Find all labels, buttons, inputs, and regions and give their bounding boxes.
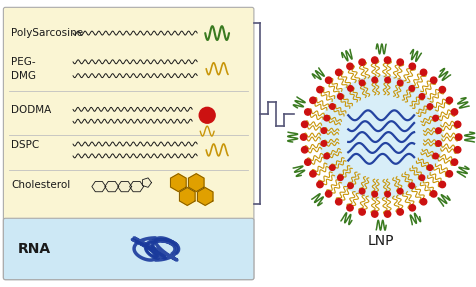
Circle shape — [316, 86, 322, 93]
Circle shape — [346, 205, 352, 211]
Circle shape — [384, 57, 390, 63]
Circle shape — [329, 165, 335, 170]
Circle shape — [408, 205, 415, 211]
Circle shape — [430, 191, 436, 197]
Circle shape — [319, 76, 442, 199]
Circle shape — [408, 183, 414, 189]
Polygon shape — [118, 181, 131, 192]
Circle shape — [320, 141, 326, 146]
Circle shape — [325, 191, 331, 197]
Circle shape — [455, 134, 461, 140]
Circle shape — [450, 159, 457, 165]
Circle shape — [432, 115, 437, 121]
Circle shape — [454, 121, 460, 127]
Circle shape — [337, 94, 342, 99]
Circle shape — [300, 134, 306, 140]
Text: DSPC: DSPC — [11, 140, 40, 150]
Circle shape — [450, 109, 457, 115]
Circle shape — [347, 183, 353, 189]
Text: PolySarcosine: PolySarcosine — [11, 28, 83, 38]
Circle shape — [335, 69, 341, 75]
Circle shape — [199, 107, 215, 123]
Circle shape — [325, 77, 331, 84]
Circle shape — [371, 211, 377, 217]
Circle shape — [384, 191, 389, 197]
Circle shape — [358, 189, 364, 194]
Polygon shape — [142, 178, 151, 187]
Circle shape — [358, 80, 364, 86]
Circle shape — [408, 86, 414, 91]
Circle shape — [396, 59, 403, 65]
Circle shape — [454, 147, 460, 153]
Circle shape — [426, 165, 432, 170]
Polygon shape — [188, 174, 204, 191]
Circle shape — [426, 104, 432, 109]
Text: DMG: DMG — [11, 71, 36, 81]
Circle shape — [371, 191, 377, 197]
Polygon shape — [179, 188, 195, 205]
Circle shape — [371, 57, 377, 63]
Text: DODMA: DODMA — [11, 105, 51, 115]
Circle shape — [430, 77, 436, 84]
Circle shape — [287, 44, 474, 230]
Circle shape — [323, 115, 329, 121]
Circle shape — [316, 181, 322, 188]
Circle shape — [418, 94, 424, 99]
Circle shape — [419, 69, 426, 75]
FancyBboxPatch shape — [3, 7, 253, 280]
Circle shape — [304, 109, 310, 115]
Text: PEG-: PEG- — [11, 57, 36, 67]
Text: LNP: LNP — [367, 234, 394, 248]
Circle shape — [438, 181, 445, 188]
Circle shape — [346, 63, 352, 69]
Circle shape — [358, 209, 365, 215]
FancyBboxPatch shape — [3, 218, 253, 280]
Circle shape — [337, 175, 342, 181]
Circle shape — [301, 147, 307, 153]
Circle shape — [438, 86, 445, 93]
Circle shape — [435, 128, 440, 133]
Circle shape — [309, 97, 316, 104]
Circle shape — [397, 80, 402, 86]
Circle shape — [419, 199, 426, 205]
Circle shape — [329, 104, 335, 109]
Polygon shape — [170, 174, 186, 191]
Text: RNA: RNA — [17, 242, 50, 256]
Polygon shape — [92, 181, 106, 192]
Circle shape — [301, 121, 307, 127]
Circle shape — [445, 97, 452, 104]
Circle shape — [432, 153, 437, 159]
Text: Cholesterol: Cholesterol — [11, 180, 70, 190]
Circle shape — [320, 128, 326, 133]
Circle shape — [397, 189, 402, 194]
Circle shape — [309, 171, 316, 177]
Circle shape — [408, 63, 415, 69]
Polygon shape — [197, 188, 212, 205]
Circle shape — [371, 77, 377, 83]
Circle shape — [384, 211, 390, 217]
Circle shape — [304, 159, 310, 165]
Circle shape — [358, 59, 365, 65]
Circle shape — [335, 199, 341, 205]
Circle shape — [347, 86, 353, 91]
Circle shape — [396, 209, 403, 215]
Polygon shape — [105, 181, 119, 192]
Circle shape — [323, 153, 329, 159]
Polygon shape — [129, 181, 143, 192]
Circle shape — [445, 171, 452, 177]
Circle shape — [384, 77, 389, 83]
Circle shape — [435, 141, 440, 146]
Circle shape — [418, 175, 424, 181]
